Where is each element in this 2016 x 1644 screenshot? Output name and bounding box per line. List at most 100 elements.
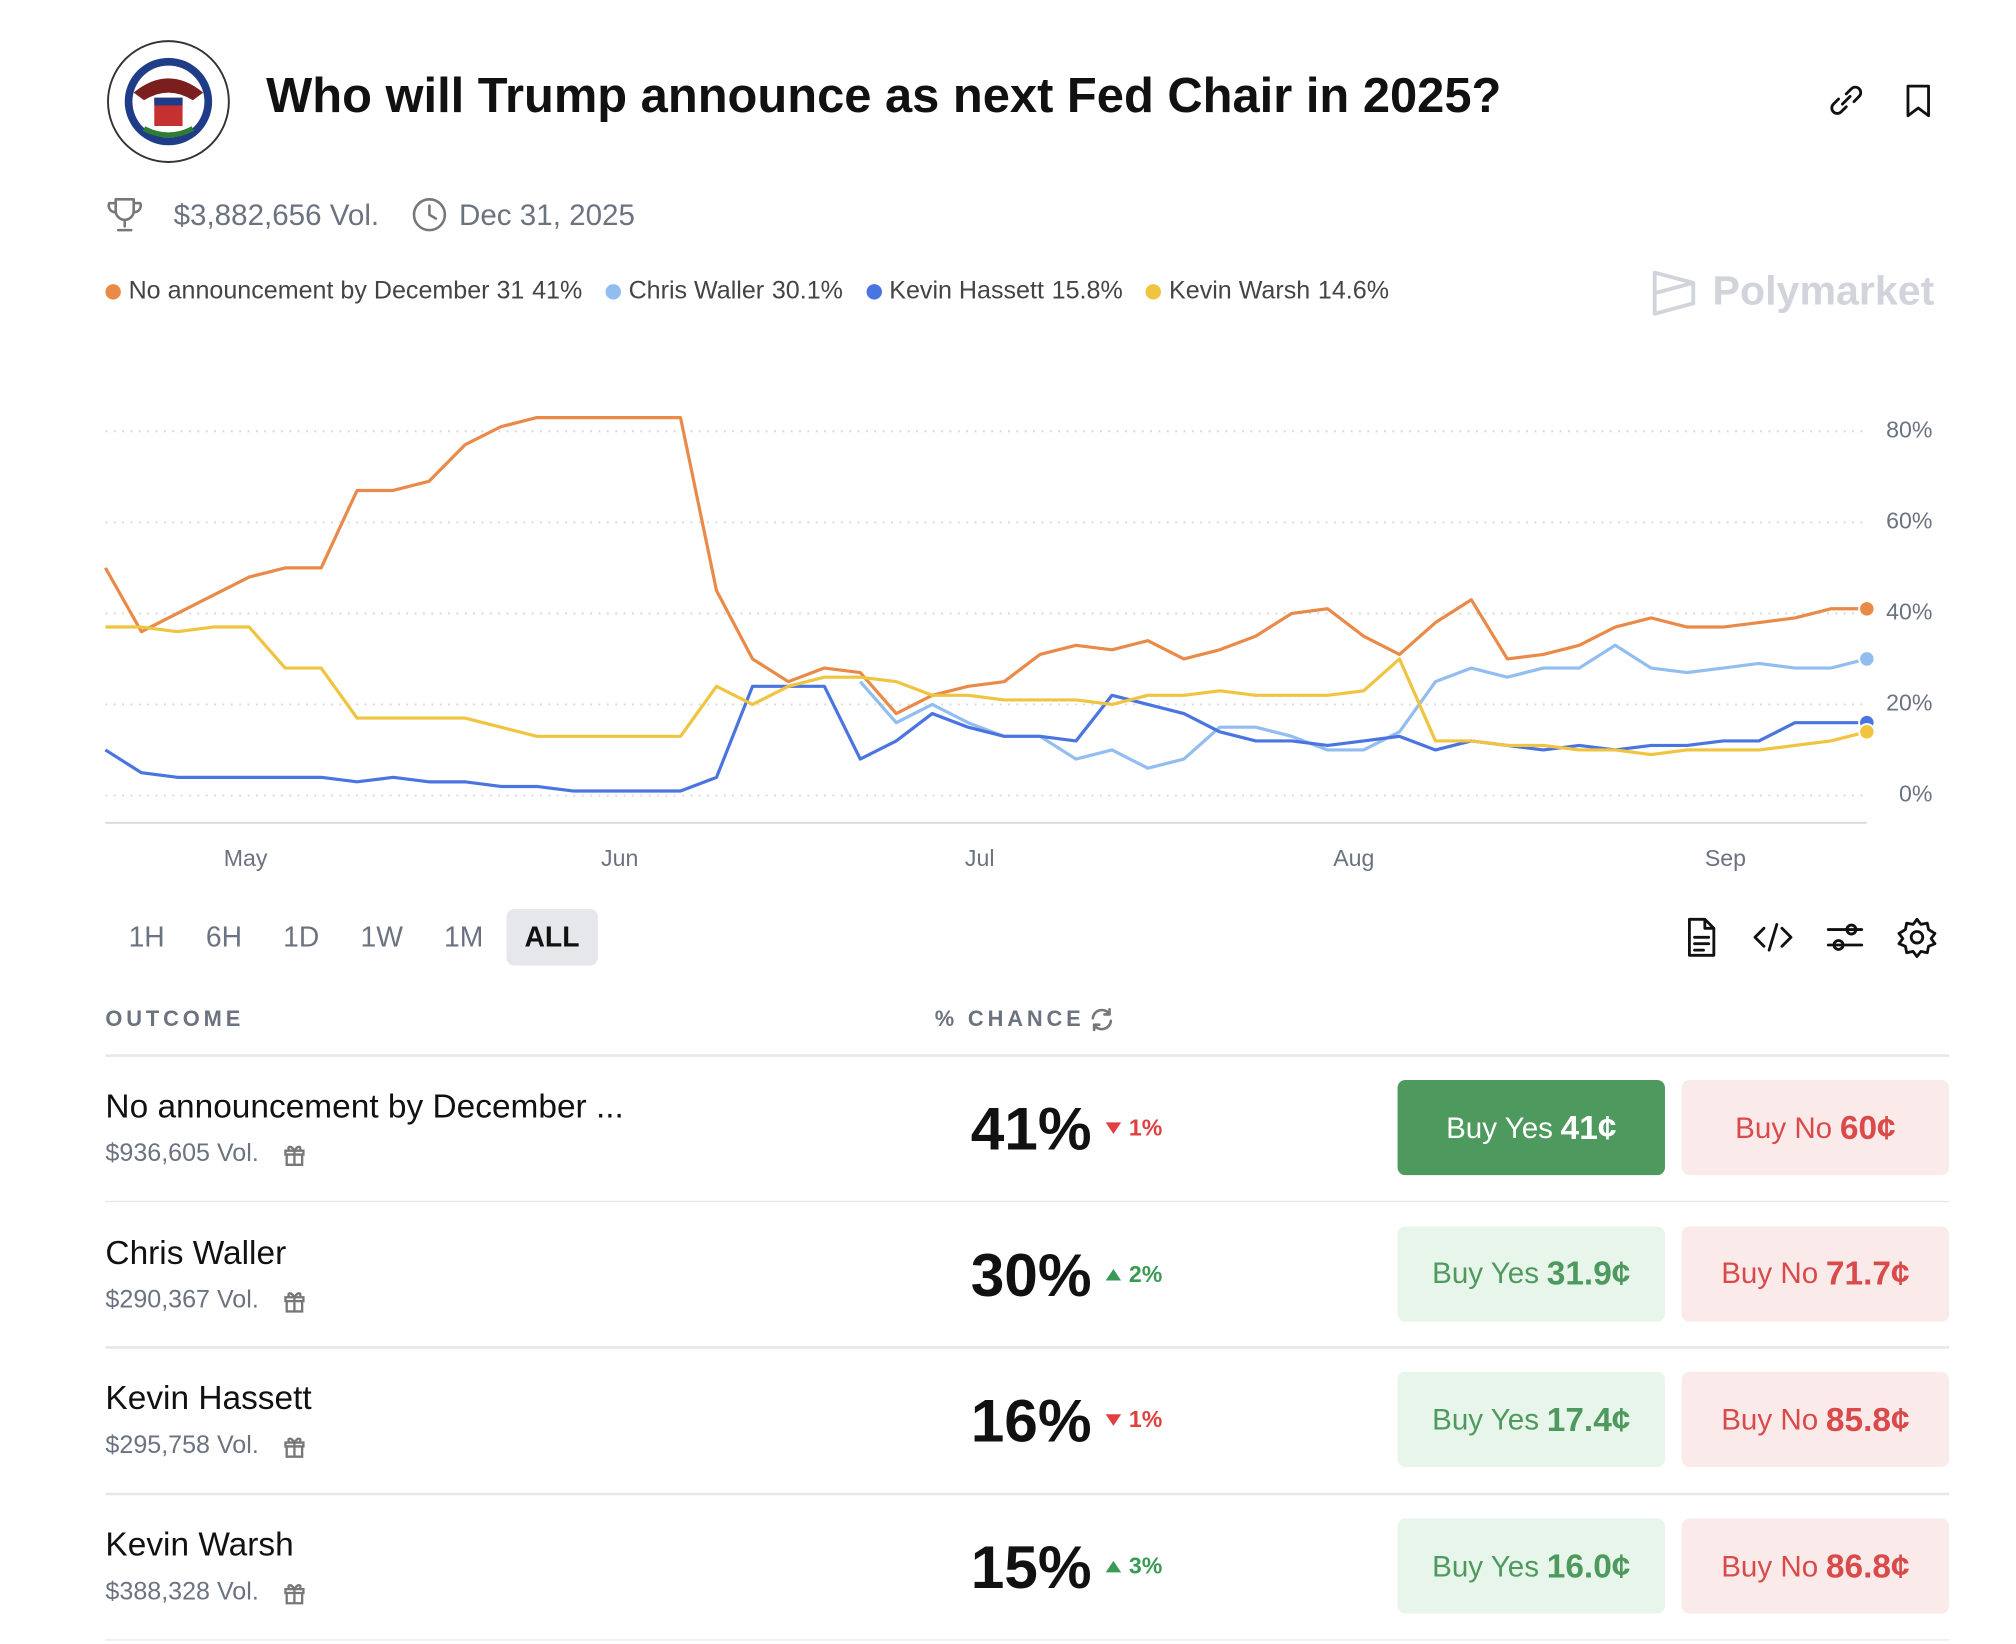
row-separator bbox=[105, 1492, 1950, 1495]
legend-value: 41% bbox=[532, 276, 583, 305]
x-tick-label: May bbox=[224, 845, 268, 871]
legend-name: No announcement by December 31 bbox=[128, 276, 525, 305]
clock-icon bbox=[412, 197, 447, 232]
outcome-name: Kevin Hassett bbox=[105, 1378, 312, 1418]
buy-no-text: Buy No bbox=[1721, 1548, 1819, 1583]
x-tick-label: Jun bbox=[601, 845, 638, 871]
change-label: 1% bbox=[1128, 1114, 1163, 1141]
series-end-dot bbox=[1858, 650, 1876, 668]
series-line bbox=[104, 415, 1867, 716]
legend-name: Kevin Hassett bbox=[889, 276, 1044, 305]
gift-shape bbox=[284, 1291, 305, 1313]
row-separator bbox=[105, 1200, 1950, 1203]
time-range-button[interactable]: 6H bbox=[205, 920, 243, 953]
chart-tools bbox=[1679, 915, 1939, 959]
buy-yes-text: Buy Yes bbox=[1432, 1256, 1540, 1290]
buy-yes-text: Buy Yes bbox=[1432, 1402, 1540, 1436]
change-label: 1% bbox=[1128, 1407, 1163, 1433]
x-tick-label: Sep bbox=[1705, 845, 1746, 871]
buy-no-button[interactable]: Buy No 71.7¢ bbox=[1681, 1226, 1950, 1322]
outcome-volume: $290,367 Vol. bbox=[105, 1285, 259, 1314]
legend-dot bbox=[866, 283, 882, 299]
row-separator bbox=[105, 1054, 1950, 1057]
gift-icon bbox=[284, 1291, 305, 1313]
time-range-button[interactable]: 1D bbox=[283, 920, 320, 953]
legend-value: 15.8% bbox=[1051, 276, 1123, 305]
outcome-volume: $936,605 Vol. bbox=[105, 1139, 259, 1168]
buy-yes-price: 17.4¢ bbox=[1546, 1399, 1631, 1439]
buy-yes-button[interactable]: Buy Yes 17.4¢ bbox=[1397, 1372, 1665, 1468]
legend-item: Chris Waller 30.1% bbox=[605, 276, 843, 306]
watermark-logo bbox=[1652, 270, 1696, 316]
gift-icon bbox=[284, 1584, 305, 1605]
y-tick-label: 80% bbox=[1886, 416, 1932, 442]
gift-icon bbox=[284, 1145, 305, 1167]
buy-no-button[interactable]: Buy No 86.8¢ bbox=[1681, 1518, 1950, 1614]
buy-no-price: 85.8¢ bbox=[1825, 1399, 1910, 1439]
market-volume: $3,882,656 Vol. bbox=[173, 197, 380, 232]
filter-button[interactable] bbox=[1823, 915, 1867, 959]
market-end-date: Dec 31, 2025 bbox=[458, 197, 635, 232]
row-separator bbox=[105, 1346, 1950, 1349]
buy-no-button[interactable]: Buy No 85.8¢ bbox=[1681, 1372, 1950, 1468]
y-tick-label: 40% bbox=[1886, 598, 1932, 624]
embed-button[interactable] bbox=[1751, 915, 1795, 959]
series-line bbox=[105, 625, 1868, 757]
buy-no-button[interactable]: Buy No 60¢ bbox=[1681, 1079, 1950, 1176]
buy-yes-button[interactable]: Buy Yes 41¢ bbox=[1397, 1079, 1665, 1176]
change-label: 2% bbox=[1128, 1260, 1163, 1287]
price-chart: 0% 20% 40% 60% 80% May Jun Jul Aug Sep bbox=[104, 415, 1932, 871]
change-label: 3% bbox=[1128, 1553, 1163, 1579]
outcome-name: Chris Waller bbox=[105, 1232, 287, 1272]
buy-yes-button[interactable]: Buy Yes 31.9¢ bbox=[1397, 1226, 1665, 1322]
series-end-dot bbox=[1858, 600, 1876, 618]
outcome-chance: 16% bbox=[970, 1386, 1092, 1455]
buy-no-price: 71.7¢ bbox=[1825, 1253, 1910, 1293]
outcome-chance: 41% bbox=[970, 1094, 1092, 1163]
change-arrow bbox=[1105, 1268, 1122, 1281]
outcome-chance: 15% bbox=[970, 1532, 1092, 1601]
rules-button[interactable] bbox=[1679, 915, 1723, 959]
arrow-shape bbox=[1105, 1122, 1122, 1134]
gift-shape bbox=[284, 1438, 305, 1459]
gift-shape bbox=[284, 1145, 305, 1167]
legend-item: Kevin Warsh 14.6% bbox=[1145, 276, 1390, 306]
legend-item: Kevin Hassett 15.8% bbox=[866, 276, 1123, 306]
x-tick-label: Jul bbox=[965, 845, 995, 871]
legend-value: 30.1% bbox=[771, 276, 843, 305]
outcome-chance: 30% bbox=[970, 1240, 1092, 1309]
outcome-name: No announcement by December ... bbox=[105, 1086, 624, 1125]
refresh-button[interactable] bbox=[1088, 1005, 1116, 1033]
buy-no-text: Buy No bbox=[1735, 1110, 1833, 1144]
buy-yes-text: Buy Yes bbox=[1446, 1110, 1553, 1144]
outcome-volume: $295,758 Vol. bbox=[105, 1431, 259, 1460]
buy-yes-price: 16.0¢ bbox=[1546, 1546, 1631, 1585]
outcome-header: OUTCOME bbox=[105, 1006, 245, 1032]
legend: No announcement by December 31 41% Chris W… bbox=[105, 276, 1389, 306]
arrow-shape bbox=[1105, 1268, 1122, 1281]
buy-yes-button[interactable]: Buy Yes 16.0¢ bbox=[1397, 1518, 1665, 1614]
watermark: Polymarket bbox=[1712, 267, 1935, 314]
gift-shape bbox=[284, 1584, 305, 1605]
change-arrow bbox=[1105, 1122, 1122, 1134]
time-range-button[interactable]: 1M bbox=[444, 920, 484, 953]
time-range-button[interactable]: 1W bbox=[360, 920, 403, 953]
buy-no-price: 60¢ bbox=[1839, 1107, 1896, 1147]
bookmark-button[interactable] bbox=[1898, 80, 1939, 121]
series-line bbox=[104, 684, 1867, 793]
copy-link-button[interactable] bbox=[1826, 80, 1867, 121]
time-range-button[interactable]: 1H bbox=[128, 920, 165, 953]
series-end-dot bbox=[1858, 723, 1876, 741]
arrow-shape bbox=[1105, 1414, 1122, 1427]
settings-button[interactable] bbox=[1895, 915, 1939, 959]
buy-no-text: Buy No bbox=[1721, 1256, 1819, 1290]
legend-dot bbox=[605, 283, 621, 299]
change-arrow bbox=[1105, 1414, 1122, 1427]
x-tick-label: Aug bbox=[1333, 845, 1374, 871]
change-arrow bbox=[1105, 1560, 1122, 1573]
y-tick-label: 0% bbox=[1899, 781, 1932, 807]
time-range-button[interactable]: ALL bbox=[506, 908, 598, 966]
trophy-icon bbox=[107, 197, 142, 232]
legend-value: 14.6% bbox=[1317, 276, 1390, 305]
